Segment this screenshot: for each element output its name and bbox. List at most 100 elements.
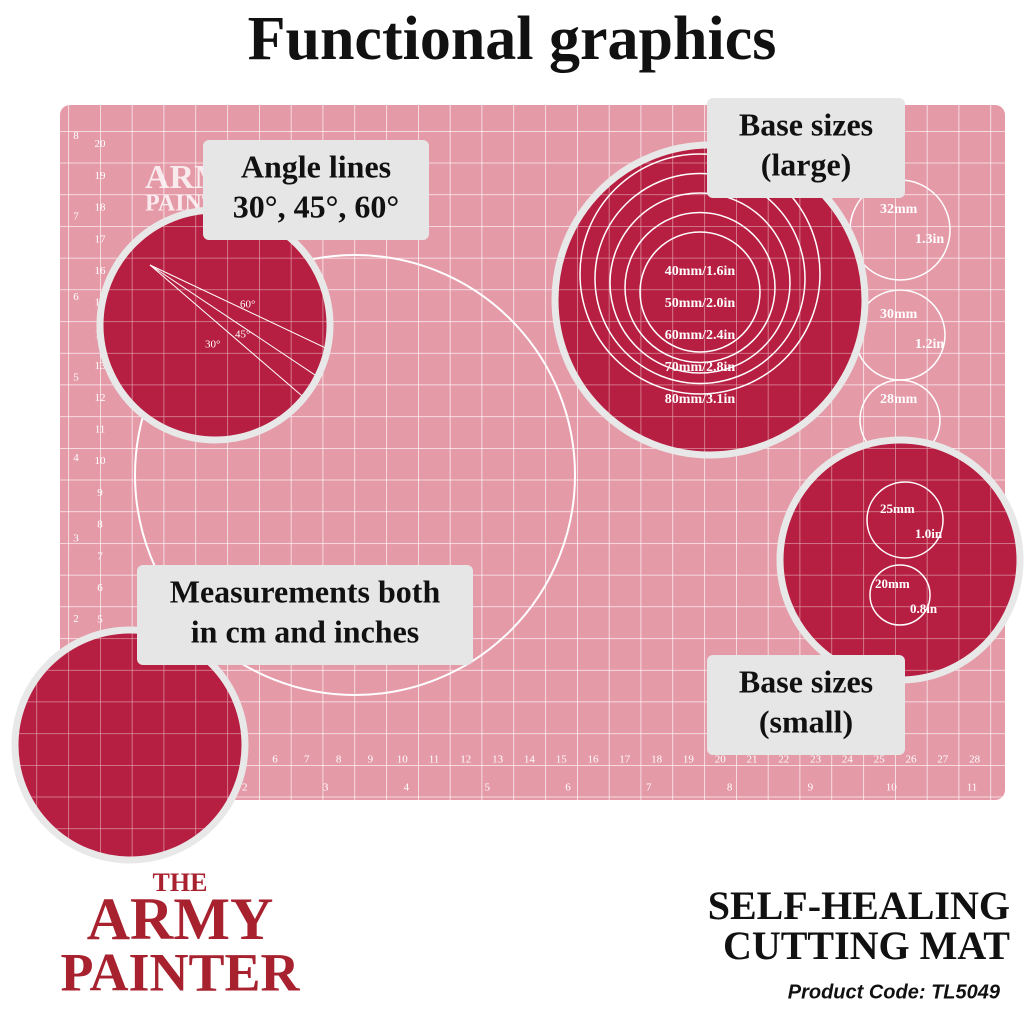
ruler-label: 6 — [97, 582, 103, 594]
ruler-label: 4 — [404, 782, 410, 794]
ruler-label: 8 — [727, 782, 733, 794]
ruler-label: 4 — [73, 452, 79, 464]
product-name: SELF-HEALING — [708, 883, 1010, 928]
ruler-label: 7 — [73, 211, 79, 223]
ruler-label: 6 — [272, 754, 278, 766]
base-label: 70mm/2.8in — [665, 360, 736, 375]
ruler-label: 7 — [304, 754, 310, 766]
ruler-label: 21 — [747, 754, 758, 766]
base-label: 28mm — [880, 392, 918, 407]
base-label: 20mm — [875, 576, 910, 591]
callout-text: (large) — [761, 146, 852, 182]
small-base — [869, 564, 931, 626]
ruler-label: 11 — [429, 754, 440, 766]
ruler-label: 28 — [969, 754, 981, 766]
ruler-label: 17 — [95, 233, 107, 245]
ruler-label: 27 — [937, 754, 949, 766]
logo: THE ARMY PAINTER — [60, 868, 300, 1002]
callout-box — [707, 98, 905, 198]
callout-box — [707, 655, 905, 755]
base-label: 32mm — [880, 202, 918, 217]
ruler-label: 12 — [95, 392, 106, 404]
ruler-label: 5 — [97, 614, 103, 626]
ruler-label: 7 — [97, 550, 103, 562]
ruler-label: 9 — [808, 782, 814, 794]
ruler-label: 16 — [95, 265, 107, 277]
base-label: 1.2in — [915, 337, 944, 352]
base-label: 40mm/1.6in — [665, 264, 736, 279]
ruler-label: 17 — [619, 754, 631, 766]
ruler-label: 25 — [874, 754, 886, 766]
ruler-label: 10 — [95, 455, 107, 467]
callout-box — [203, 140, 429, 240]
title: Functional graphics — [248, 5, 777, 73]
ruler-label: 7 — [646, 782, 652, 794]
ruler-label: 16 — [588, 754, 600, 766]
angle-line — [149, 264, 330, 351]
base-label: 50mm/2.0in — [665, 296, 736, 311]
base-label: 80mm/3.1in — [665, 392, 736, 407]
base-label: 0.8in — [910, 601, 938, 616]
ruler-label: 10 — [886, 782, 898, 794]
ruler-label: 18 — [95, 202, 107, 214]
ruler-label: 26 — [906, 754, 918, 766]
base-label: 60mm/2.4in — [665, 328, 736, 343]
ruler-label: 5 — [73, 372, 79, 384]
ruler-label: 8 — [97, 519, 103, 531]
angle-label: 30° — [205, 339, 220, 351]
ruler-label: 8 — [336, 754, 342, 766]
ruler-label: 20 — [95, 138, 107, 150]
magnifier — [15, 630, 245, 860]
base-ring — [624, 211, 776, 364]
base-ring — [579, 153, 821, 395]
ruler-label: 19 — [683, 754, 695, 766]
ruler-label: 19 — [95, 170, 107, 182]
ruler-label: 15 — [556, 754, 568, 766]
logo-text: THE — [153, 868, 208, 897]
ruler-label: 2 — [73, 613, 79, 625]
logo-text: ARMY — [87, 886, 274, 952]
ruler-label: 5 — [484, 782, 490, 794]
callout-text: Base sizes — [739, 663, 873, 699]
small-base — [866, 481, 944, 559]
ruler-label: 3 — [73, 533, 79, 545]
base-ring — [639, 231, 761, 353]
callout-text: in cm and inches — [191, 613, 419, 649]
ruler-label: 11 — [95, 424, 106, 436]
logo-text: PAINTER — [60, 942, 300, 1002]
ruler-label: 14 — [524, 754, 536, 766]
base-label: 30mm — [880, 307, 918, 322]
ruler-label: 20 — [715, 754, 727, 766]
callout-text: (small) — [759, 703, 853, 739]
ruler-label: 24 — [842, 754, 854, 766]
ruler-label: 8 — [73, 130, 79, 142]
ruler-label: 6 — [565, 782, 571, 794]
magnifier-grid — [100, 210, 330, 440]
magnifier-grid — [15, 630, 245, 860]
ruler-label: 2 — [242, 782, 248, 794]
product-name: CUTTING MAT — [723, 923, 1010, 968]
callout-text: Angle lines — [241, 148, 391, 184]
ruler-label: 13 — [492, 754, 504, 766]
ruler-label: 12 — [460, 754, 471, 766]
ruler-label: 11 — [967, 782, 978, 794]
callout-text: Base sizes — [739, 106, 873, 142]
magnifier-ring — [11, 626, 249, 864]
ruler-label: 22 — [778, 754, 789, 766]
base-label: 1.0in — [915, 526, 943, 541]
base-label: 1.3in — [915, 232, 944, 247]
angle-line — [149, 264, 330, 421]
ruler-label: 23 — [810, 754, 822, 766]
base-ring — [609, 192, 791, 374]
product-code: Product Code: TL5049 — [788, 981, 1001, 1003]
angle-line — [149, 264, 330, 386]
ruler-label: 6 — [73, 291, 79, 303]
ruler-label: 18 — [651, 754, 663, 766]
ruler-label: 10 — [397, 754, 409, 766]
callout-box — [137, 565, 473, 665]
angle-label: 45° — [235, 329, 250, 341]
ruler-label: 9 — [368, 754, 374, 766]
base-ring — [594, 172, 806, 385]
magnifier-grid — [780, 440, 1020, 680]
